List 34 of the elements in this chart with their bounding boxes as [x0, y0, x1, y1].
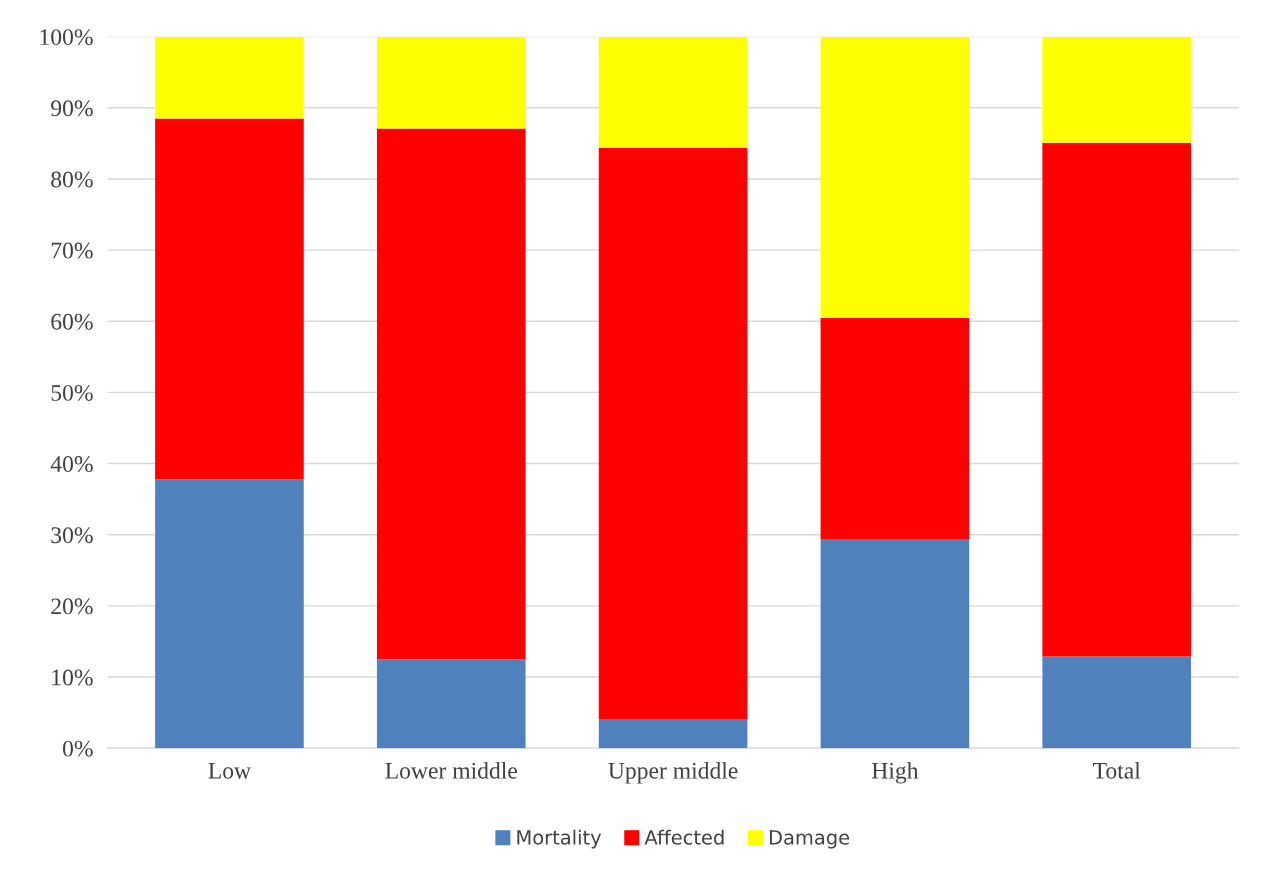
- bar: [376, 36, 526, 129]
- legend-label: Mortality: [517, 829, 602, 849]
- bar: [155, 118, 304, 480]
- x-tick-label: Total: [1093, 762, 1141, 779]
- legend-label: Affected: [644, 829, 724, 845]
- x-tick-label: Low: [208, 762, 251, 779]
- x-tick-label: High: [871, 762, 919, 784]
- bar: [1042, 36, 1192, 143]
- bar: [820, 538, 970, 749]
- legend-label: Damage: [769, 830, 850, 849]
- bar: [598, 718, 748, 749]
- bar: [376, 128, 526, 660]
- bar: [820, 36, 970, 318]
- bar: [1042, 656, 1192, 749]
- bar: [820, 317, 970, 539]
- y-tick-label: 100%: [40, 29, 93, 46]
- bar: [155, 479, 304, 749]
- y-tick-label: 80%: [51, 171, 93, 188]
- bar: [598, 147, 748, 719]
- y-tick-label: 10%: [52, 669, 93, 686]
- bar: [376, 659, 526, 749]
- y-tick-label: 20%: [51, 598, 93, 615]
- y-tick-label: 30%: [51, 527, 93, 544]
- y-tick-label: 70%: [51, 242, 93, 259]
- x-tick-label: Upper middle: [608, 762, 738, 784]
- y-tick-label: 50%: [51, 384, 93, 401]
- y-tick-label: 40%: [50, 456, 93, 473]
- x-tick-label: Lower middle: [385, 762, 517, 779]
- y-tick-label: 90%: [51, 100, 93, 117]
- y-tick-label: 0%: [62, 740, 93, 757]
- bar: [1042, 142, 1192, 657]
- bar: [155, 36, 304, 119]
- bar: [598, 36, 748, 148]
- y-tick-label: 60%: [51, 313, 93, 330]
